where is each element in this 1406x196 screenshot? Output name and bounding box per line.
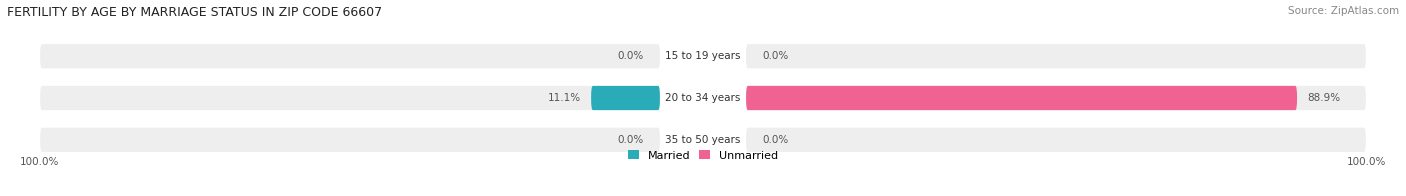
Text: 0.0%: 0.0%	[762, 51, 789, 61]
Text: 0.0%: 0.0%	[617, 135, 644, 145]
Text: 0.0%: 0.0%	[762, 135, 789, 145]
Text: Source: ZipAtlas.com: Source: ZipAtlas.com	[1288, 6, 1399, 16]
FancyBboxPatch shape	[747, 44, 1365, 68]
Text: 11.1%: 11.1%	[548, 93, 581, 103]
Text: 20 to 34 years: 20 to 34 years	[665, 93, 741, 103]
FancyBboxPatch shape	[747, 86, 1298, 110]
FancyBboxPatch shape	[41, 44, 659, 68]
Text: 35 to 50 years: 35 to 50 years	[665, 135, 741, 145]
FancyBboxPatch shape	[747, 86, 1365, 110]
Text: 0.0%: 0.0%	[617, 51, 644, 61]
FancyBboxPatch shape	[41, 86, 659, 110]
Text: FERTILITY BY AGE BY MARRIAGE STATUS IN ZIP CODE 66607: FERTILITY BY AGE BY MARRIAGE STATUS IN Z…	[7, 6, 382, 19]
Legend: Married, Unmarried: Married, Unmarried	[623, 146, 783, 165]
FancyBboxPatch shape	[591, 86, 659, 110]
Text: 15 to 19 years: 15 to 19 years	[665, 51, 741, 61]
Text: 100.0%: 100.0%	[1347, 157, 1386, 167]
Text: 100.0%: 100.0%	[20, 157, 59, 167]
FancyBboxPatch shape	[41, 128, 659, 152]
FancyBboxPatch shape	[747, 128, 1365, 152]
Text: 88.9%: 88.9%	[1308, 93, 1340, 103]
